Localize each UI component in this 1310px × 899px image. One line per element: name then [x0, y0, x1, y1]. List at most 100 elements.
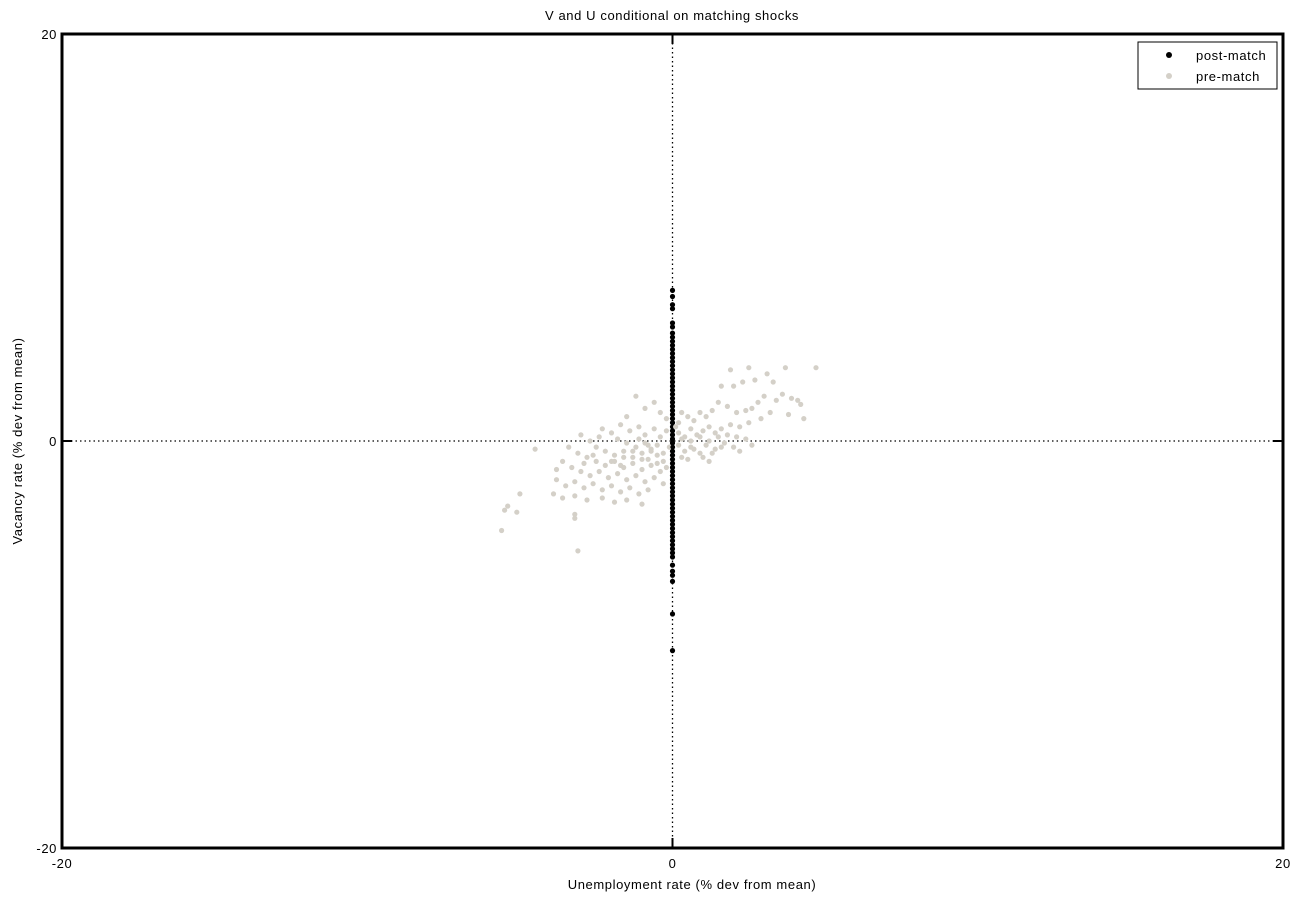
pre-match-point	[587, 473, 593, 479]
pre-match-point	[712, 446, 718, 452]
post-match-point	[670, 526, 675, 531]
pre-match-point	[731, 444, 737, 450]
pre-match-point	[636, 491, 642, 497]
pre-match-point	[654, 442, 660, 448]
pre-match-point	[624, 414, 630, 420]
post-match-point	[670, 469, 675, 474]
pre-match-point	[706, 458, 712, 464]
pre-match-point	[505, 503, 511, 509]
post-match-point	[670, 371, 675, 376]
post-match-point	[669, 648, 676, 654]
pre-match-point	[715, 434, 721, 440]
pre-match-point	[569, 464, 575, 471]
pre-match-point	[630, 460, 636, 466]
post-match-point	[669, 521, 676, 528]
pre-match-point	[578, 432, 584, 438]
x-tick-label: 0	[669, 856, 677, 871]
post-match-point	[669, 367, 676, 373]
pre-match-point	[572, 479, 578, 485]
pre-match-point	[639, 456, 645, 462]
pre-match-point	[639, 466, 645, 473]
post-match-point	[669, 350, 676, 357]
pre-match-point	[587, 438, 593, 444]
pre-match-point	[575, 450, 581, 456]
pre-match-point	[560, 458, 566, 464]
pre-match-point	[605, 475, 612, 481]
pre-match-point	[627, 485, 633, 491]
pre-match-point	[721, 440, 728, 446]
post-match-point	[670, 420, 675, 425]
pre-match-point	[514, 509, 520, 515]
pre-match-point	[618, 462, 624, 468]
pre-match-point	[593, 458, 599, 464]
post-match-point	[669, 578, 676, 585]
pre-match-point	[578, 468, 584, 475]
pre-match-point	[743, 407, 749, 414]
pre-match-point	[715, 399, 721, 405]
post-match-point	[670, 347, 675, 352]
pre-match-point	[737, 424, 743, 430]
post-match-point	[669, 456, 676, 462]
pre-match-point	[618, 489, 624, 495]
pre-match-point	[599, 487, 605, 493]
post-match-point	[670, 611, 675, 617]
pre-match-point	[697, 409, 703, 416]
pre-match-point	[740, 379, 746, 385]
pre-match-point	[648, 462, 654, 468]
pre-match-point	[596, 468, 602, 475]
pre-match-point	[779, 391, 786, 397]
reference-lines	[62, 34, 1283, 848]
pre-match-point	[654, 452, 660, 458]
post-match-point	[669, 489, 676, 495]
pre-match-point	[749, 405, 755, 411]
pre-match-point	[599, 495, 605, 501]
pre-match-point	[666, 444, 673, 450]
pre-match-point	[642, 405, 648, 411]
pre-match-point	[676, 442, 682, 448]
post-match-point	[670, 428, 675, 433]
post-match-point	[669, 306, 676, 312]
pre-match-point	[633, 444, 639, 450]
pre-match-point	[608, 458, 615, 464]
pre-match-point	[688, 426, 694, 432]
pre-match-point	[743, 436, 749, 442]
post-match-point	[669, 568, 676, 574]
post-match-point	[669, 538, 676, 544]
pre-match-point	[590, 452, 596, 458]
post-match-point	[670, 396, 675, 401]
post-match-point	[670, 493, 675, 499]
post-match-point	[669, 359, 676, 365]
post-match-point	[669, 497, 676, 503]
post-match-point	[669, 293, 676, 300]
pre-match-point	[764, 371, 770, 377]
legend-label-pre-match: pre-match	[1196, 69, 1260, 84]
pre-match-point	[761, 393, 767, 399]
pre-match-point	[645, 487, 651, 493]
legend-marker-post-match	[1166, 52, 1172, 58]
pre-match-point	[499, 527, 505, 534]
pre-match-point	[724, 432, 731, 438]
pre-match-point	[502, 507, 508, 513]
post-match-point	[669, 473, 676, 479]
pre-match-point	[676, 430, 682, 436]
post-match-point	[669, 375, 676, 381]
pre-match-point	[608, 483, 615, 489]
pre-match-point	[724, 403, 731, 409]
pre-match-point	[697, 450, 703, 456]
pre-match-point	[727, 367, 734, 373]
pre-match-point	[651, 426, 657, 432]
pre-match-point	[611, 499, 618, 505]
pre-match-point	[611, 452, 618, 458]
pre-match-point	[663, 464, 670, 471]
pre-match-point	[651, 399, 657, 405]
pre-match-point	[663, 416, 670, 422]
pre-match-point	[813, 365, 819, 371]
post-match-point	[669, 334, 676, 340]
post-match-point	[670, 355, 675, 360]
pre-match-point	[651, 475, 657, 481]
post-match-point	[669, 481, 676, 487]
pre-match-point	[801, 416, 807, 422]
pre-match-point	[782, 365, 789, 371]
pre-match-point	[785, 411, 792, 418]
